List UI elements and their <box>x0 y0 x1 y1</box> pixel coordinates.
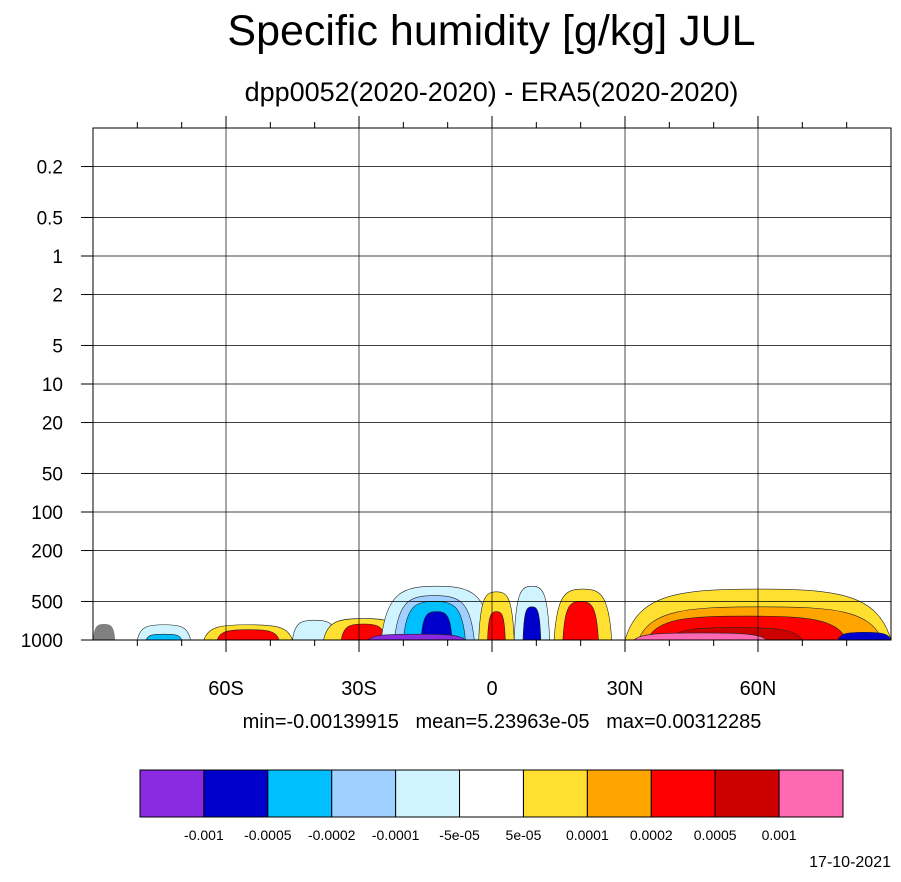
y-tick-label: 10 <box>42 375 63 396</box>
colorbar-label: -0.0001 <box>372 827 420 843</box>
y-tick-label: 1 <box>52 247 63 268</box>
plot-title: Specific humidity [g/kg] JUL <box>227 7 756 55</box>
y-tick-label: 0.2 <box>37 158 63 179</box>
y-tick-label: 50 <box>42 464 63 485</box>
y-axis: 0.2 0.5 1 2 5 10 20 50 100 200 500 1000 <box>21 158 93 652</box>
colorbar-swatch <box>395 769 461 818</box>
field-region-16 <box>522 606 542 641</box>
colorbar-label: 0.0001 <box>566 827 609 843</box>
y-tick-label: 2 <box>52 286 63 307</box>
plot-subtitle: dpp0052(2020-2020) - ERA5(2020-2020) <box>244 77 739 107</box>
colorbar-swatch <box>459 769 524 818</box>
field-region-23 <box>633 632 768 641</box>
y-tick-label: 1000 <box>21 631 63 652</box>
colorbar-swatch <box>650 769 716 818</box>
field-region-12 <box>367 633 467 641</box>
y-tick-label: 5 <box>52 336 63 357</box>
grid-lines <box>93 128 891 641</box>
colorbar-label: -0.0002 <box>308 827 356 843</box>
stat-max: max=0.00312285 <box>606 711 762 733</box>
field-region-4 <box>216 629 280 641</box>
field-region-24 <box>837 631 892 641</box>
field-region-0 <box>93 624 116 640</box>
colorbar-swatch <box>522 769 588 818</box>
colorbar-swatch <box>778 769 844 818</box>
field-region-11 <box>420 611 453 641</box>
colorbar-label: 5e-05 <box>506 827 542 843</box>
y-tick-label: 0.5 <box>37 208 63 229</box>
x-tick-label: 30S <box>341 678 377 700</box>
colorbar-label: -5e-05 <box>439 827 480 843</box>
x-axis: 60S 30S 0 30N 60N <box>136 116 848 700</box>
x-tick-label: 0 <box>486 678 497 700</box>
y-tick-label: 200 <box>31 542 63 563</box>
y-tick-label: 100 <box>31 503 63 524</box>
date-stamp: 17-10-2021 <box>809 854 891 871</box>
colorbar-label: -0.0005 <box>244 827 292 843</box>
colorbar-swatch <box>714 769 780 818</box>
colorbar-swatch <box>139 769 205 818</box>
colorbar: -0.001 -0.0005 -0.0002 -0.0001 -5e-05 5e-05 0.… <box>139 769 844 843</box>
colorbar-label: 0.0002 <box>630 827 673 843</box>
x-tick-label: 60S <box>208 678 244 700</box>
stat-mean: mean=5.23963e-05 <box>415 711 590 733</box>
stat-min: min=-0.00139915 <box>242 711 399 733</box>
x-tick-label: 30N <box>607 678 644 700</box>
y-tick-label: 20 <box>42 414 63 435</box>
colorbar-swatch <box>586 769 652 818</box>
stats-line: min=-0.00139915 mean=5.23963e-05 max=0.0… <box>0 710 901 734</box>
colorbar-swatch <box>267 769 333 818</box>
field-region-2 <box>145 633 183 641</box>
y-tick-label: 500 <box>31 592 63 613</box>
colorbar-label: -0.001 <box>184 827 224 843</box>
colorbar-label: 0.001 <box>762 827 797 843</box>
colorbar-swatch <box>203 769 269 818</box>
field-region-14 <box>487 611 506 641</box>
x-tick-label: 60N <box>740 678 777 700</box>
colorbar-swatch <box>331 769 397 818</box>
colorbar-label: 0.0005 <box>694 827 737 843</box>
